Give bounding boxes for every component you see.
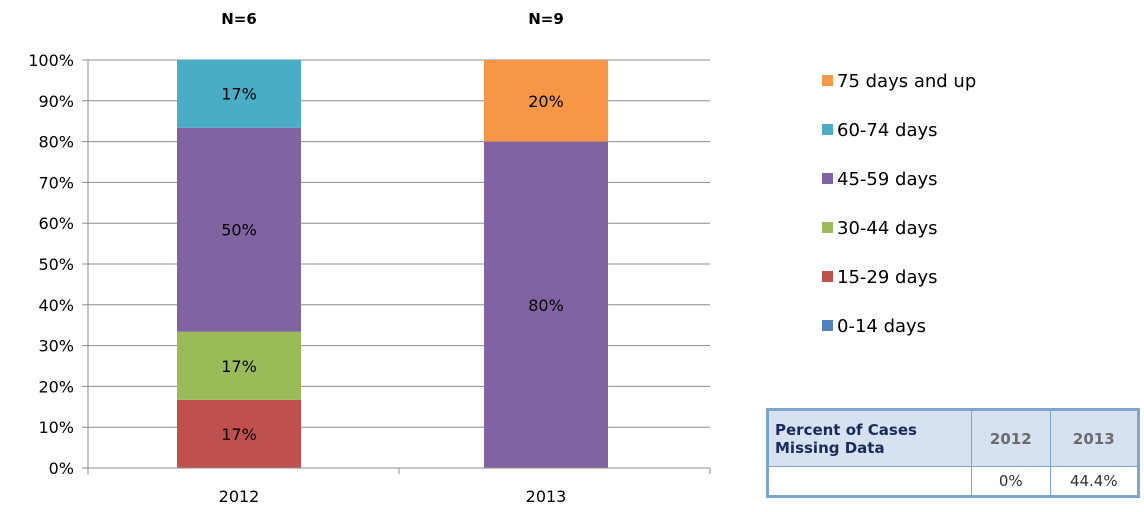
legend-swatch <box>822 173 833 184</box>
data-label: 17% <box>221 85 257 104</box>
y-tick-label: 0% <box>49 459 74 478</box>
legend-label: 45-59 days <box>837 169 938 190</box>
bar-segment <box>177 331 301 400</box>
data-label: 80% <box>528 296 564 315</box>
legend-label: 15-29 days <box>837 267 938 288</box>
legend-swatch <box>822 75 833 86</box>
y-tick-label: 70% <box>38 173 74 192</box>
y-tick-label: 60% <box>38 214 74 233</box>
missing-table-value-row: 0% 44.4% <box>767 466 1140 497</box>
bar-segment <box>177 399 301 468</box>
y-tick-label: 10% <box>38 418 74 437</box>
legend-swatch <box>822 222 833 233</box>
labels: 0% 10% 20% 30% 40% 50% 60% 70% 80% 90% 100% 17% 17% 5… <box>28 10 566 506</box>
bar-segment <box>177 127 301 332</box>
bar-segment <box>177 59 301 128</box>
bar-segment <box>484 60 608 142</box>
axes <box>82 59 711 474</box>
sample-size-label: N=6 <box>221 10 257 28</box>
missing-table-header-row: Percent of Cases Missing Data 2012 2013 <box>767 408 1140 468</box>
missing-table-value-2013: 44.4% <box>1049 466 1140 497</box>
legend-swatch <box>822 271 833 282</box>
data-label: 17% <box>221 425 257 444</box>
legend-label: 60-74 days <box>837 120 938 141</box>
missing-table-blank-cell <box>767 466 972 497</box>
data-label: 20% <box>528 92 564 111</box>
legend-label: 30-44 days <box>837 218 938 239</box>
y-tick-label: 20% <box>38 377 74 396</box>
legend-label: 0-14 days <box>837 316 926 337</box>
y-tick-label: 90% <box>38 92 74 111</box>
x-category-label: 2013 <box>526 487 567 506</box>
data-label: 17% <box>221 357 257 376</box>
legend-swatch <box>822 320 833 331</box>
y-tick-label: 100% <box>28 51 74 70</box>
x-category-label: 2012 <box>219 487 260 506</box>
bar-segment <box>484 141 608 468</box>
legend-swatch <box>822 124 833 135</box>
y-tick-label: 80% <box>38 133 74 152</box>
missing-table-value-2012: 0% <box>971 466 1051 497</box>
missing-data-table: Percent of Cases Missing Data 2012 2013 … <box>766 408 1140 498</box>
sample-size-label: N=9 <box>528 10 564 28</box>
missing-table-title: Percent of Cases Missing Data <box>767 408 972 468</box>
bars <box>177 59 608 468</box>
y-tick-label: 40% <box>38 296 74 315</box>
legend: 75 days and up 60-74 days 45-59 days 30-44 … <box>822 71 976 337</box>
legend-label: 75 days and up <box>837 71 976 92</box>
missing-table-year-2013: 2013 <box>1049 408 1140 468</box>
missing-table-year-2012: 2012 <box>971 408 1051 468</box>
y-tick-label: 50% <box>38 255 74 274</box>
y-tick-label: 30% <box>38 337 74 356</box>
data-label: 50% <box>221 221 257 240</box>
